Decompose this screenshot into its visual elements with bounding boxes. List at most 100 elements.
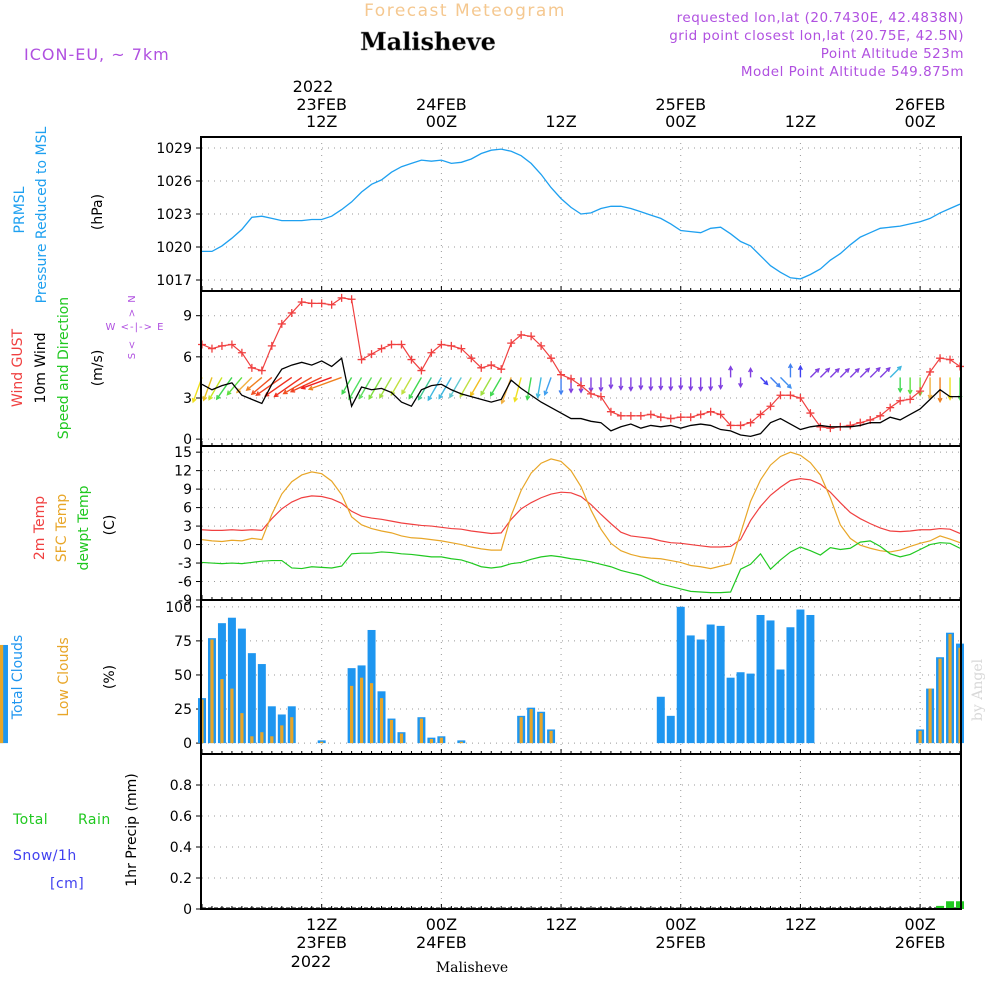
gust-marker: [796, 393, 805, 402]
wind-arrow-head: [907, 389, 913, 395]
wind-arrow: [869, 366, 881, 378]
total-cloud-bar: [686, 635, 695, 744]
wind-arrow: [489, 377, 502, 397]
gust-marker: [846, 421, 855, 430]
low-cloud-bar: [230, 688, 234, 744]
gust-marker: [896, 396, 905, 405]
header-requested: requested lon,lat (20.7430E, 42.4838N): [677, 10, 964, 26]
gust-marker: [267, 341, 276, 350]
wind-arrow-shaft: [470, 377, 482, 396]
wind-arrow-head: [896, 365, 902, 371]
wind-arrow-shaft: [490, 377, 502, 396]
top-date-label: 26FEB: [895, 95, 946, 114]
gust-marker: [347, 295, 356, 304]
wind-arrow-head: [748, 367, 754, 373]
compass-we-label: W <-|-> E: [106, 322, 165, 333]
total-cloud-bar: [716, 625, 725, 744]
wind-arrow-head: [568, 388, 574, 394]
wind10-label: 10m Wind: [33, 332, 49, 403]
wind-arrow: [668, 377, 674, 392]
wind-arrow: [525, 377, 532, 401]
gust-marker: [816, 422, 825, 431]
wind-arrow-head: [937, 397, 943, 404]
wind-arrow-head: [608, 384, 614, 390]
wind-ytick-label: 6: [183, 350, 192, 366]
gust-marker: [297, 297, 306, 306]
gust-marker: [776, 391, 785, 400]
wind-arrow-head: [427, 395, 433, 402]
low-cloud-bar: [379, 698, 384, 744]
total-cloud-bar: [756, 614, 765, 744]
clouds-ytick-label: 50: [174, 668, 192, 684]
clouds-ytick-label: 25: [174, 702, 192, 718]
wind-arrow-head: [854, 367, 860, 373]
wind-unit: (m/s): [90, 350, 106, 387]
pressure-label-prmsl: PRMSL: [12, 186, 28, 233]
bottom-time-label: 00Z: [426, 915, 457, 934]
header-location: Malisheve: [360, 27, 496, 56]
gust-marker: [906, 395, 915, 404]
total-cloud-bar: [786, 627, 795, 744]
low-cloud-bar: [918, 730, 922, 744]
wind-arrow-shaft: [459, 377, 472, 397]
wind-arrow: [408, 377, 423, 400]
wind-arrow: [618, 377, 624, 391]
wind-arrow-head: [763, 380, 769, 386]
wind-arrow-shaft: [251, 376, 273, 395]
total-cloud-bar: [696, 639, 705, 744]
pressure-panel: 1017 1020 1023 1026 1029: [156, 136, 962, 292]
wind-arrow: [927, 377, 933, 400]
wind-arrow-shaft: [879, 367, 891, 378]
total-cloud-bar: [247, 653, 256, 744]
low-cloud-bar: [948, 634, 952, 744]
wind-arrow-head: [797, 364, 803, 371]
temp-ytick-label: 6: [183, 501, 192, 517]
gust-marker: [257, 366, 266, 375]
pressure-ytick-label: 1020: [156, 240, 192, 256]
low-cloud-bar: [220, 679, 224, 744]
wind-arrow-head: [535, 393, 541, 399]
wind-arrow: [535, 377, 542, 399]
low-cloud-bar: [519, 717, 523, 744]
top-time-label: 00Z: [665, 112, 696, 131]
gust-marker: [387, 340, 396, 349]
wind-arrow: [839, 367, 850, 378]
low-cloud-bar: [928, 688, 932, 744]
bottom-date-label: 24FEB: [416, 933, 467, 952]
wind-arrow-shaft: [809, 368, 820, 378]
gust-marker: [417, 366, 426, 375]
temp-ytick-label: 3: [183, 519, 192, 535]
wind-arrow-head: [408, 394, 414, 400]
wind-arrow-shaft: [390, 377, 403, 396]
wind-arrow-head: [728, 365, 734, 371]
gust-marker: [646, 410, 655, 419]
total-cloud-bar: [656, 696, 665, 744]
wind-arrow-head: [379, 393, 384, 399]
gust-marker: [736, 421, 745, 430]
compass-arrow-up: >: [127, 309, 138, 317]
gust-marker: [806, 409, 815, 418]
low-cloud-bar: [429, 739, 433, 744]
wind-gust-label: Wind GUST: [10, 328, 26, 407]
wind-arrow-head: [618, 385, 624, 391]
wind-arrow-shaft: [859, 368, 870, 378]
wind-arrow: [698, 377, 704, 392]
bottom-date-label: 26FEB: [895, 933, 946, 952]
wind-panel: 0 3 6 9: [183, 290, 964, 448]
temp-ytick-label: -3: [178, 556, 192, 572]
wind-arrow: [480, 377, 492, 397]
wind-arrow-head: [368, 394, 373, 401]
total-cloud-bar: [796, 609, 805, 744]
wind-speed-dir-label: Speed and Direction: [56, 297, 72, 439]
wind-arrow-head: [245, 386, 251, 392]
precip-ytick-label: 0.4: [170, 840, 192, 856]
wind-arrow: [438, 377, 452, 400]
low-cloud-bar: [350, 685, 354, 744]
gust-marker: [606, 407, 615, 416]
top-time-label: 12Z: [545, 112, 576, 131]
gust-marker: [227, 340, 236, 349]
wind-arrow: [608, 377, 614, 390]
pressure-label-name: Pressure Reduced to MSL: [34, 126, 50, 303]
pressure-ytick-label: 1029: [156, 141, 192, 157]
